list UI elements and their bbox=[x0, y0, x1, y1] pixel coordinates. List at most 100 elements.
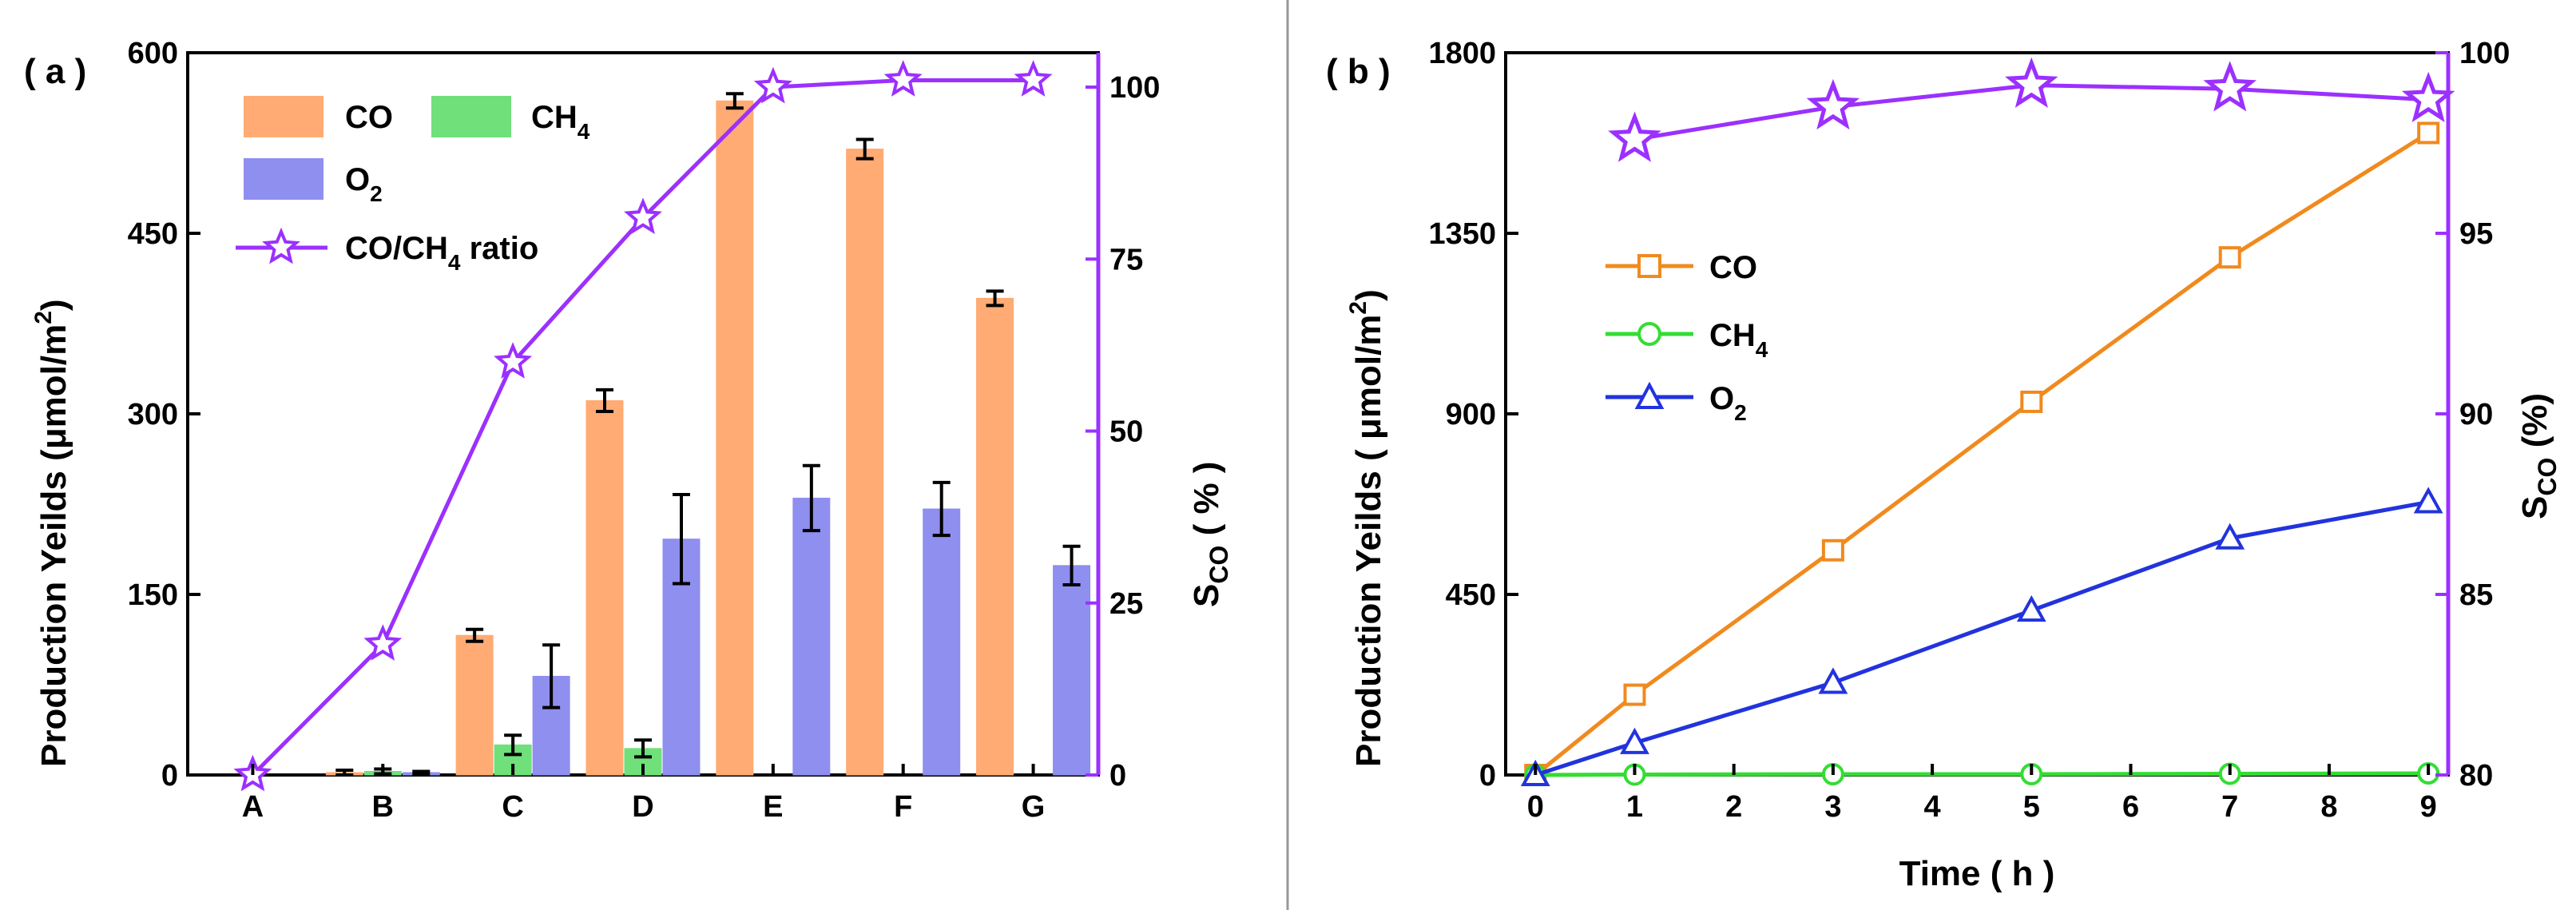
bar-o2-G bbox=[1053, 565, 1091, 776]
panel-a-y2tick-label: 75 bbox=[1109, 243, 1143, 276]
panel-b-xlabel: Time ( h ) bbox=[1899, 854, 2055, 893]
panel-a-axes bbox=[186, 51, 1101, 777]
panel-a-xtick-label: F bbox=[894, 790, 912, 824]
panel-b-xtick-label: 7 bbox=[2221, 790, 2238, 824]
panel-a-xtick-label: D bbox=[632, 790, 653, 824]
legend-co-label: CO bbox=[1709, 250, 1757, 285]
panel-a-ticks: 0 150 300 450 600 0 25 50 75 100 A B C D E F G bbox=[128, 37, 1161, 824]
point-o2-t9 bbox=[2413, 487, 2443, 514]
panel-b-xtick-label: 1 bbox=[1626, 790, 1643, 824]
point-o2-t3 bbox=[1818, 667, 1848, 694]
panel-b: 0 450 900 1350 1800 80 85 90 95 100 0 1 2 3 4 5 6 7 8 9 ( b… bbox=[1326, 37, 2562, 893]
ratio-point-B bbox=[363, 624, 403, 661]
panel-a-label: ( a ) bbox=[24, 52, 86, 91]
point-co-t7 bbox=[2218, 246, 2241, 269]
panel-b-y2tick-label: 90 bbox=[2459, 398, 2493, 431]
legend-ch4-circle-icon bbox=[1637, 322, 1661, 346]
line-co bbox=[1534, 131, 2430, 777]
ratio-point-C bbox=[494, 342, 533, 379]
panel-a-y2tick-label: 100 bbox=[1109, 71, 1160, 105]
legend-co-label: CO bbox=[345, 100, 393, 135]
line-ch4 bbox=[1535, 771, 2429, 777]
legend-co-square-icon bbox=[1637, 254, 1661, 278]
legend-co-swatch bbox=[244, 96, 323, 137]
point-co-t3 bbox=[1821, 538, 1844, 562]
panel-a-frame bbox=[186, 51, 1100, 777]
bar-o2-F bbox=[923, 508, 961, 776]
panel-a-ytick-label: 600 bbox=[128, 37, 178, 70]
point-co-t5 bbox=[2020, 390, 2043, 413]
point-co-t1 bbox=[1623, 683, 1646, 706]
panel-a-ylabel: Production Yeilds (μmol/m2) bbox=[30, 299, 73, 767]
point-selectivity-t1 bbox=[1608, 111, 1661, 162]
legend-ch4-label: CH4 bbox=[531, 100, 590, 144]
legend-ratio-star-icon bbox=[262, 227, 300, 264]
ratio-point-F bbox=[883, 60, 923, 97]
legend-ratio-label: CO/CH4 ratio bbox=[345, 231, 538, 275]
legend-ch4-label: CH4 bbox=[1709, 318, 1768, 362]
ratio-point-E bbox=[753, 66, 792, 104]
panel-b-y2tick-label: 95 bbox=[2459, 217, 2493, 251]
point-o2-t7 bbox=[2215, 523, 2245, 550]
panel-a-ratio-line bbox=[233, 60, 1053, 792]
bar-co-D bbox=[585, 399, 624, 776]
panel-a-y2tick-label: 50 bbox=[1109, 415, 1143, 449]
bar-co-F bbox=[846, 149, 884, 776]
panel-a-xtick-label: C bbox=[502, 790, 523, 824]
panel-b-ytick-label: 1350 bbox=[1428, 217, 1496, 251]
panel-b-label: ( b ) bbox=[1326, 52, 1391, 91]
bar-co-E bbox=[716, 100, 754, 776]
panel-a: 0 150 300 450 600 0 25 50 75 100 A B C D E F G ( a ) Pro… bbox=[24, 37, 1233, 824]
panel-b-y2tick-label: 85 bbox=[2459, 578, 2493, 612]
ratio-point-D bbox=[624, 197, 662, 235]
panel-b-xtick-label: 9 bbox=[2420, 790, 2437, 824]
panel-b-xtick-label: 6 bbox=[2122, 790, 2139, 824]
panel-a-xtick-label: E bbox=[763, 790, 783, 824]
panel-b-xtick-label: 5 bbox=[2023, 790, 2040, 824]
point-o2-t5 bbox=[2016, 594, 2046, 622]
legend-o2-label: O2 bbox=[1709, 381, 1747, 425]
panel-a-xtick-label: A bbox=[242, 790, 264, 824]
legend-o2-swatch bbox=[244, 158, 323, 200]
bar-co-G bbox=[976, 297, 1014, 776]
point-co-t9 bbox=[2417, 121, 2440, 145]
panel-b-y2label: SCO (%) bbox=[2515, 393, 2562, 519]
panel-b-ylabel: Production Yeilds ( μmol/m2) bbox=[1345, 289, 1388, 767]
point-selectivity-t3 bbox=[1806, 78, 1860, 130]
panel-b-lines bbox=[1520, 57, 2455, 786]
ratio-point-G bbox=[1014, 60, 1053, 97]
panel-b-y2tick-label: 80 bbox=[2459, 759, 2493, 793]
panel-b-ytick-label: 1800 bbox=[1428, 37, 1496, 70]
panel-b-legend: CO CH4 O2 bbox=[1606, 250, 1768, 425]
panel-b-xtick-label: 4 bbox=[1924, 790, 1941, 824]
panel-b-ytick-label: 450 bbox=[1446, 578, 1496, 612]
panel-a-y2tick-label: 25 bbox=[1109, 587, 1143, 621]
panel-a-bars bbox=[325, 92, 1091, 777]
legend-o2-triangle-icon bbox=[1634, 381, 1665, 409]
panel-a-y2tick-label: 0 bbox=[1109, 759, 1126, 793]
point-selectivity-t9 bbox=[2401, 71, 2455, 123]
point-o2-t1 bbox=[1620, 727, 1649, 754]
panel-a-xtick-label: G bbox=[1022, 790, 1046, 824]
panel-b-frame bbox=[1504, 51, 2450, 777]
panel-a-ytick-label: 300 bbox=[128, 398, 178, 431]
panel-b-axes bbox=[1504, 51, 2451, 777]
panel-a-ytick-label: 150 bbox=[128, 578, 178, 612]
panel-b-ytick-label: 900 bbox=[1446, 398, 1496, 431]
point-selectivity-t7 bbox=[2203, 61, 2257, 112]
panel-b-xtick-label: 8 bbox=[2320, 790, 2337, 824]
panel-b-ytick-label: 0 bbox=[1479, 759, 1496, 793]
panel-a-legend: CO CH4 O2 CO/CH4 ratio bbox=[236, 96, 590, 275]
line-o2 bbox=[1534, 500, 2429, 777]
panel-a-ytick-label: 0 bbox=[161, 759, 178, 793]
panel-a-xtick-label: B bbox=[372, 790, 394, 824]
bar-o2-E bbox=[792, 497, 831, 776]
legend-ch4-swatch bbox=[431, 96, 511, 137]
panel-b-ticks: 0 450 900 1350 1800 80 85 90 95 100 0 1 2 3 4 5 6 7 8 9 bbox=[1428, 37, 2510, 824]
point-selectivity-t5 bbox=[2005, 57, 2058, 108]
panel-b-xtick-label: 0 bbox=[1527, 790, 1544, 824]
panel-b-y2tick-label: 100 bbox=[2459, 37, 2510, 70]
panel-a-ytick-label: 450 bbox=[128, 217, 178, 251]
